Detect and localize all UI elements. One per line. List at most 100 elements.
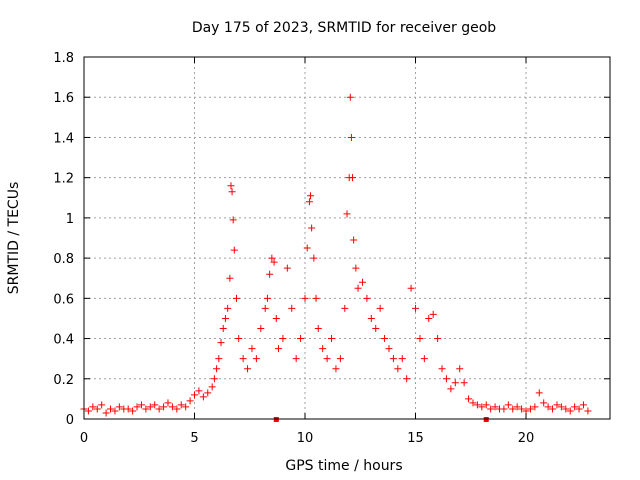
y-tick-label: 1.6 — [53, 91, 74, 106]
y-tick-label: 1.2 — [53, 172, 74, 187]
data-point — [434, 335, 442, 343]
data-point — [358, 278, 366, 286]
data-point — [509, 405, 517, 413]
data-point — [191, 391, 199, 399]
data-point — [129, 407, 137, 415]
y-tick-label: 1 — [66, 212, 74, 227]
data-point — [412, 304, 420, 312]
data-point — [314, 325, 322, 332]
x-tick-labels: 0 5 10 15 20 — [80, 431, 534, 446]
data-point — [279, 335, 287, 343]
data-point — [425, 314, 433, 322]
data-point — [142, 405, 150, 413]
data-point — [221, 314, 229, 322]
data-point — [215, 355, 223, 363]
y-tick-label: 1.4 — [53, 131, 74, 146]
data-point — [429, 310, 437, 318]
data-point — [469, 399, 477, 407]
data-point — [217, 339, 225, 347]
data-point — [347, 133, 355, 141]
data-point — [229, 216, 237, 224]
data-point — [177, 401, 185, 409]
data-point — [442, 375, 450, 383]
data-point — [557, 403, 565, 411]
data-point — [102, 409, 110, 417]
data-point — [228, 188, 236, 196]
data-point — [219, 325, 227, 332]
data-point — [307, 192, 315, 200]
data-point — [553, 401, 561, 409]
x-tick-label: 10 — [297, 431, 314, 446]
y-tick-label: 0 — [66, 413, 74, 428]
data-point — [305, 198, 313, 206]
data-point — [352, 264, 360, 272]
data-point — [263, 294, 271, 302]
data-point — [535, 389, 543, 397]
data-point — [301, 294, 309, 302]
data-point — [350, 236, 358, 244]
data-point — [248, 345, 256, 353]
data-point — [566, 407, 574, 415]
data-point — [376, 304, 384, 312]
data-point — [473, 401, 481, 409]
data-point — [416, 335, 424, 343]
data-point — [155, 405, 163, 413]
data-point — [447, 385, 455, 393]
data-point — [227, 182, 235, 190]
data-point — [487, 405, 495, 413]
data-point — [226, 274, 234, 282]
data-point — [451, 379, 459, 387]
data-point — [164, 399, 172, 407]
data-point — [266, 270, 274, 278]
data-point — [292, 355, 300, 363]
data-point — [526, 405, 534, 413]
data-point — [257, 325, 265, 332]
data-point — [389, 355, 397, 363]
data-point — [341, 304, 349, 312]
data-point — [336, 355, 344, 363]
data-series — [80, 93, 592, 422]
y-tick-labels: 0 0.2 0.4 0.6 0.8 1 1.2 1.4 1.6 1.8 — [53, 51, 74, 428]
data-point — [230, 246, 238, 254]
data-point — [133, 403, 141, 411]
data-point — [213, 365, 221, 373]
data-point — [343, 210, 351, 218]
data-point — [210, 375, 218, 383]
data-point — [531, 403, 539, 411]
data-point — [346, 93, 354, 101]
data-point — [283, 264, 291, 272]
data-point — [252, 355, 260, 363]
data-point — [403, 375, 411, 383]
axis-ticks — [83, 56, 610, 420]
data-point — [244, 365, 252, 373]
data-point — [394, 365, 402, 373]
data-point — [151, 401, 159, 409]
data-point — [182, 403, 190, 411]
data-point — [323, 355, 331, 363]
plot-frame — [83, 56, 611, 420]
data-point — [579, 401, 587, 409]
data-point — [111, 407, 119, 415]
y-tick-label: 0.8 — [53, 252, 74, 267]
data-point — [199, 393, 207, 401]
data-point — [478, 403, 486, 411]
data-point — [124, 405, 132, 413]
x-tick-label: 0 — [80, 431, 88, 446]
data-point — [328, 335, 336, 343]
data-point — [349, 174, 357, 182]
data-point — [482, 401, 490, 409]
data-point — [208, 383, 216, 391]
data-point — [107, 405, 115, 413]
data-point — [363, 294, 371, 302]
data-point — [261, 304, 269, 312]
data-point — [89, 403, 97, 411]
data-point — [540, 399, 548, 407]
data-point — [571, 403, 579, 411]
data-point — [272, 314, 280, 322]
data-point — [504, 401, 512, 409]
data-point — [312, 294, 320, 302]
data-point — [332, 365, 340, 373]
data-point — [549, 405, 557, 413]
data-point — [460, 379, 468, 387]
